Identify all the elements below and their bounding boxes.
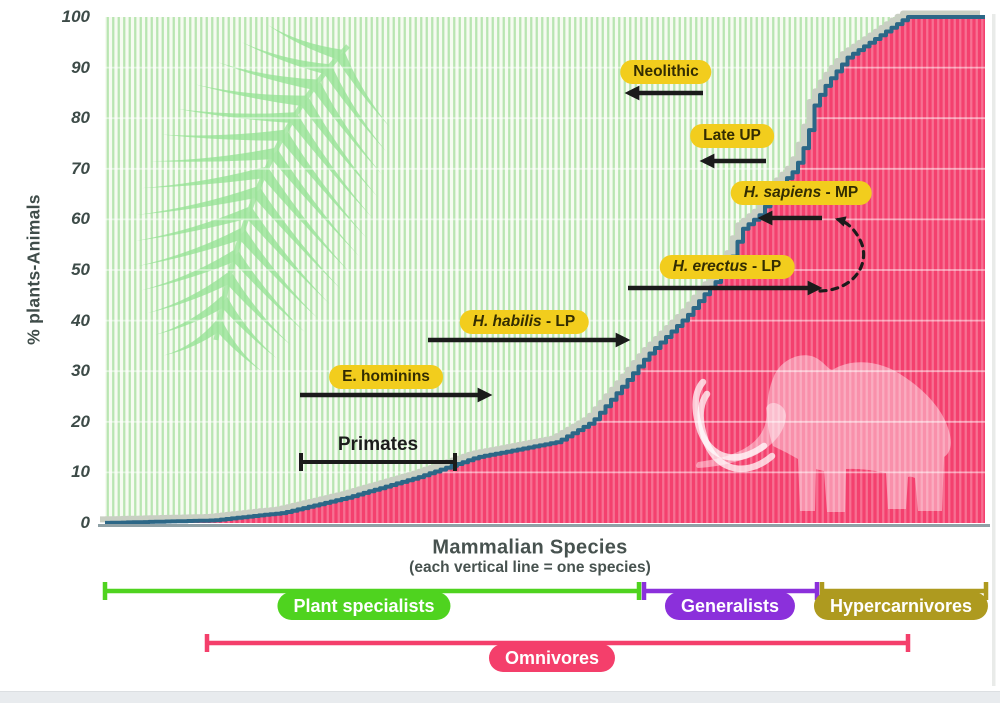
h-habilis-lp-taxon: H. habilis: [472, 313, 542, 330]
h-habilis-lp-period: - LP: [541, 313, 576, 330]
step-curve-shadow: [100, 10, 980, 523]
e-hominins-label: E. hominins: [329, 365, 443, 389]
screen-right-edge: [992, 14, 996, 686]
y-tick-70: 70: [71, 158, 90, 178]
diet-span-omnivores-bracket: [204, 634, 911, 652]
animal-food-area: [105, 17, 985, 523]
y-tick-40: 40: [71, 310, 90, 330]
y-tick-0: 0: [80, 513, 90, 532]
h-erectus-lp-taxon: H. erectus: [672, 258, 748, 275]
y-tick-90: 90: [71, 57, 90, 77]
window-bottom-edge: [0, 691, 1000, 703]
sapiens-erectus-dashed-arrow: [818, 216, 866, 293]
x-axis-title: Mammalian Species: [432, 536, 628, 559]
h-erectus-lp-period: - LP: [747, 258, 782, 275]
y-tick-80: 80: [71, 108, 90, 128]
late-up-label: Late UP: [690, 124, 774, 148]
primates-range-bracket: [299, 453, 457, 471]
h-habilis-lp-label: H. habilis - LP: [459, 310, 589, 334]
diet-span-plant-specialists-bracket: [102, 582, 642, 600]
h-sapiens-mp-taxon: H. sapiens: [743, 184, 822, 201]
y-tick-100: 100: [61, 7, 90, 26]
diet-span-generalists-label: Generalists: [664, 592, 796, 620]
neolithic-label: Neolithic: [620, 60, 712, 84]
y-tick-50: 50: [71, 260, 90, 279]
y-tick-60: 60: [71, 209, 90, 229]
diet-span-hypercarnivores-label: Hypercarnivores: [813, 592, 989, 620]
h-sapiens-mp-label: H. sapiens - MP: [730, 181, 872, 205]
diet-span-plant-specialists-label: Plant specialists: [277, 592, 451, 620]
species-diet-step-curve: [105, 15, 985, 525]
diet-span-omnivores-label: Omnivores: [488, 644, 616, 672]
y-tick-20: 20: [71, 411, 90, 431]
x-axis-subtitle: (each vertical line = one species): [409, 559, 651, 576]
h-erectus-lp-label: H. erectus - LP: [659, 255, 795, 279]
h-sapiens-mp-period: - MP: [821, 184, 859, 201]
palm-leaf-icon: [136, 25, 390, 373]
primates-label: Primates: [337, 434, 419, 455]
y-tick-10: 10: [71, 462, 90, 482]
y-tick-30: 30: [71, 361, 90, 381]
